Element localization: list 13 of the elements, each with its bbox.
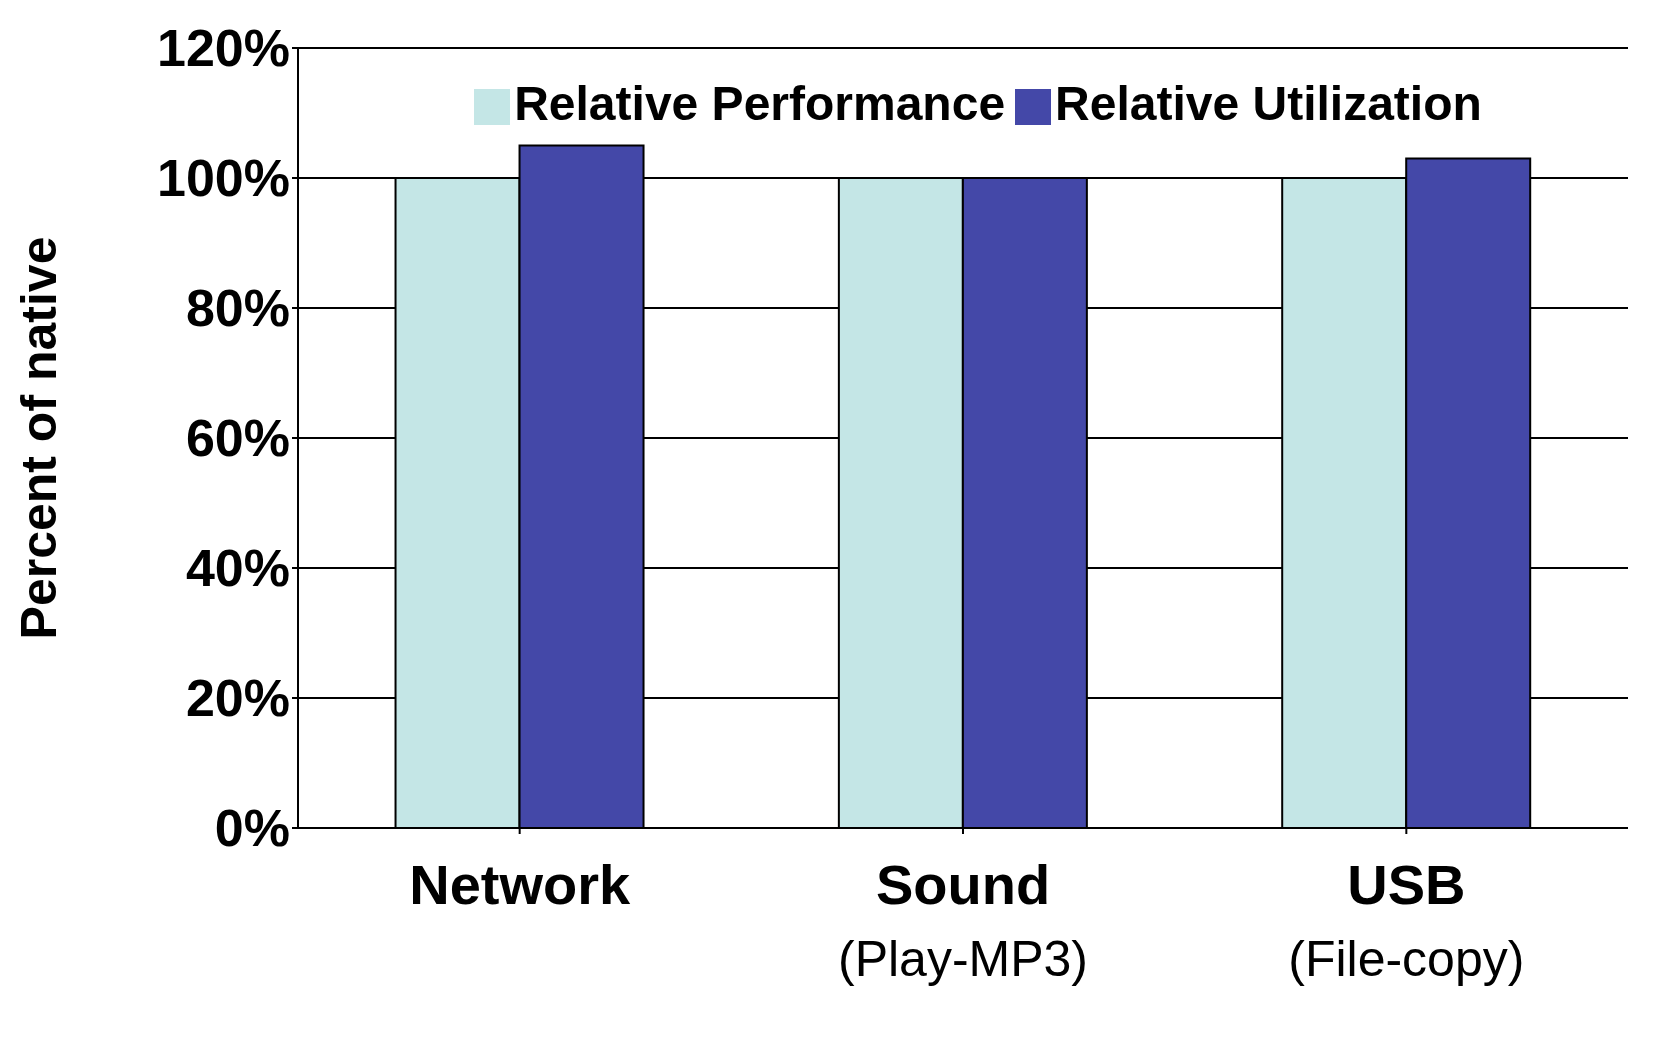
y-tick-label: 80% <box>185 279 290 338</box>
y-tick-label: 60% <box>185 409 290 468</box>
x-tick-label: USB (File-copy) <box>1288 853 1525 987</box>
y-tick-label: 0% <box>214 799 290 858</box>
y-tick-label: 100% <box>157 149 290 208</box>
x-tick-label: Sound (Play-MP3) <box>837 853 1089 987</box>
legend-label: Relative Performance <box>514 77 1006 130</box>
x-tick-label: Network <box>409 853 631 916</box>
y-tick-label: 120% <box>157 19 290 78</box>
y-tick-label: 40% <box>185 539 290 598</box>
y-axis-title: Percent of native <box>10 236 67 640</box>
legend-label: Relative Utilization <box>1055 77 1482 130</box>
y-tick-label: 20% <box>185 669 290 728</box>
